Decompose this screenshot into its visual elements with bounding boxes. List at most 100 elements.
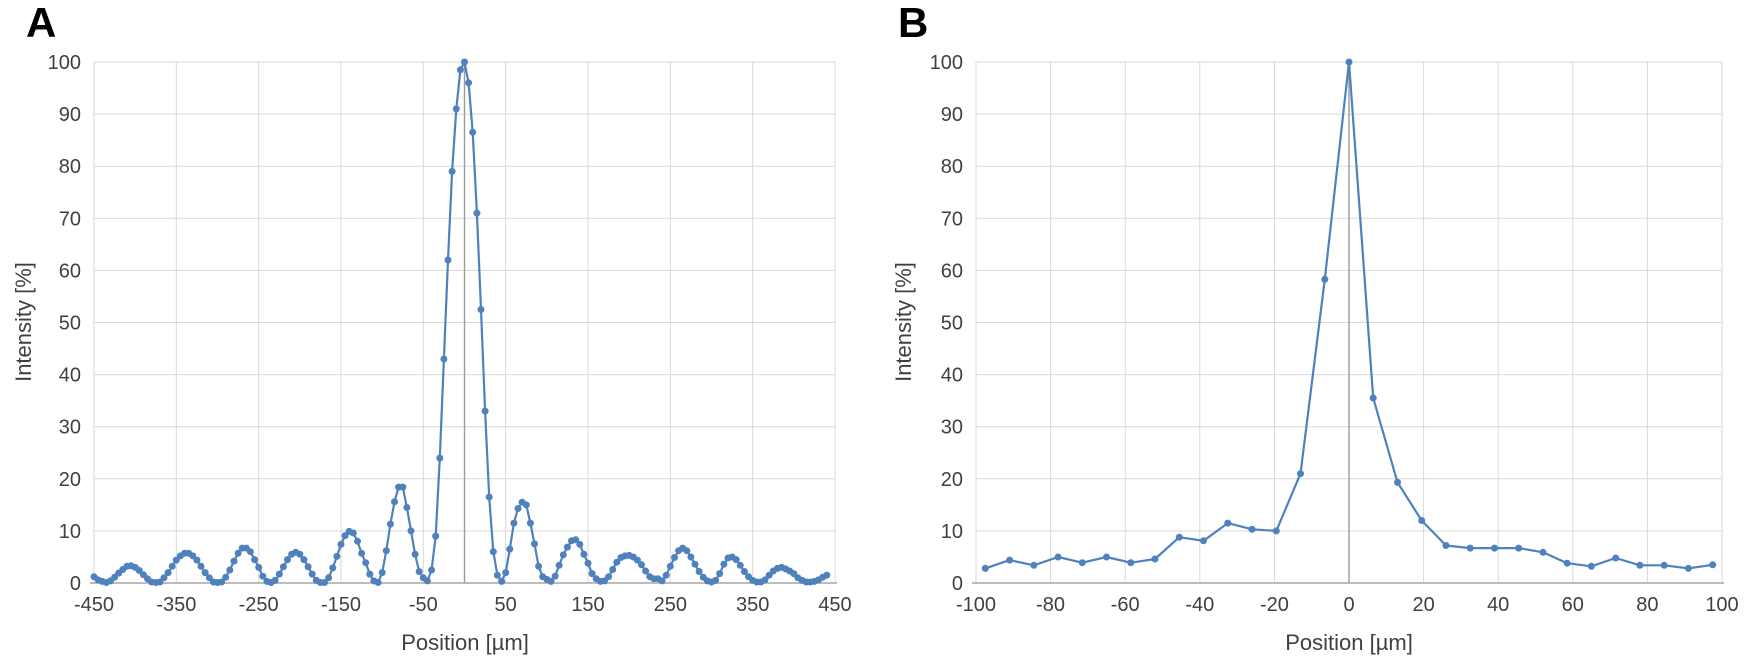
data-point: [193, 556, 201, 564]
x-tick-label: -80: [1036, 594, 1065, 616]
data-point: [605, 573, 613, 581]
chart-b-x-axis-title: Position [µm]: [1285, 630, 1413, 655]
x-tick-label: -60: [1111, 594, 1140, 616]
data-point: [234, 549, 242, 557]
y-tick-label: 70: [59, 208, 81, 230]
y-tick-label: 10: [941, 521, 963, 543]
data-point: [691, 560, 699, 568]
data-point: [498, 577, 506, 585]
y-tick-label: 0: [952, 573, 963, 595]
data-point: [1466, 544, 1474, 552]
data-point: [226, 566, 234, 574]
data-point: [251, 556, 259, 564]
data-point: [329, 564, 337, 572]
data-point: [531, 540, 538, 548]
data-point: [671, 554, 678, 561]
data-point: [1709, 561, 1717, 569]
data-point: [218, 578, 226, 586]
data-point: [440, 355, 448, 363]
x-tick-label: 60: [1562, 594, 1584, 616]
x-tick-label: 450: [818, 594, 851, 616]
chart-b-gridlines: [975, 61, 1723, 583]
data-point: [197, 562, 205, 570]
data-point: [522, 501, 530, 509]
data-point: [304, 563, 312, 571]
chart-b-tick-labels: -100 -80 -60 -40 -20 0 20 40 60 80 100 0 10 20 30 40 50 6…: [930, 52, 1739, 616]
data-point: [687, 553, 695, 561]
data-point: [502, 569, 510, 577]
panel-label-a: A: [26, 0, 57, 46]
data-point: [325, 574, 333, 582]
data-point: [296, 550, 304, 558]
data-point: [732, 556, 740, 564]
data-point: [736, 561, 744, 569]
data-point: [259, 572, 267, 580]
data-point: [1636, 561, 1644, 569]
x-tick-label: -50: [409, 594, 438, 616]
y-tick-label: 30: [59, 417, 81, 439]
x-tick-label: 50: [495, 594, 517, 616]
panel-label-b: B: [898, 0, 929, 46]
data-point: [374, 579, 382, 586]
data-point: [1224, 519, 1232, 527]
data-point: [399, 483, 407, 491]
data-point: [526, 519, 534, 527]
x-tick-label: -350: [156, 594, 196, 616]
data-point: [642, 567, 650, 575]
data-point: [1248, 525, 1256, 533]
data-point: [576, 540, 584, 548]
data-point: [613, 558, 621, 566]
data-point: [432, 532, 440, 540]
y-tick-label: 80: [59, 156, 81, 178]
data-point: [279, 563, 287, 571]
data-point: [255, 563, 263, 571]
chart-b-markers: [981, 58, 1717, 572]
data-point: [354, 537, 361, 545]
y-tick-label: 90: [941, 104, 963, 126]
y-tick-label: 60: [941, 260, 963, 282]
data-point: [572, 536, 580, 544]
x-tick-label: -20: [1260, 594, 1289, 616]
data-point: [386, 520, 394, 528]
y-tick-label: 50: [59, 313, 81, 335]
data-point: [423, 577, 431, 585]
data-point: [658, 577, 666, 585]
data-point: [1030, 561, 1038, 569]
x-tick-label: -250: [239, 594, 279, 616]
data-point: [160, 574, 168, 582]
data-point: [1272, 527, 1280, 535]
y-tick-label: 10: [59, 521, 81, 543]
data-point: [638, 561, 645, 569]
data-point: [465, 79, 473, 87]
data-point: [1442, 542, 1450, 549]
x-tick-label: -150: [321, 594, 361, 616]
chart-a-x-axis-title: Position [µm]: [401, 630, 529, 655]
data-point: [712, 576, 720, 584]
data-point: [337, 540, 345, 548]
data-point: [428, 566, 436, 574]
data-point: [1684, 564, 1692, 572]
data-point: [1151, 555, 1159, 563]
x-tick-label: 150: [571, 594, 604, 616]
data-point: [1321, 275, 1329, 283]
data-point: [535, 562, 543, 570]
data-point: [555, 561, 563, 569]
y-tick-label: 20: [941, 469, 963, 491]
y-tick-label: 0: [70, 573, 81, 595]
data-point: [1418, 517, 1426, 524]
data-point: [1175, 533, 1183, 541]
data-point: [1054, 553, 1062, 561]
data-point: [547, 577, 555, 585]
data-point: [683, 547, 691, 555]
data-point: [695, 568, 703, 575]
data-point: [271, 576, 279, 584]
data-point: [1563, 559, 1571, 567]
y-tick-label: 70: [941, 208, 963, 230]
y-tick-label: 90: [59, 104, 81, 126]
data-point: [481, 407, 489, 415]
data-point: [584, 559, 592, 567]
data-point: [275, 570, 283, 578]
data-point: [1078, 559, 1086, 567]
data-point: [300, 556, 308, 564]
